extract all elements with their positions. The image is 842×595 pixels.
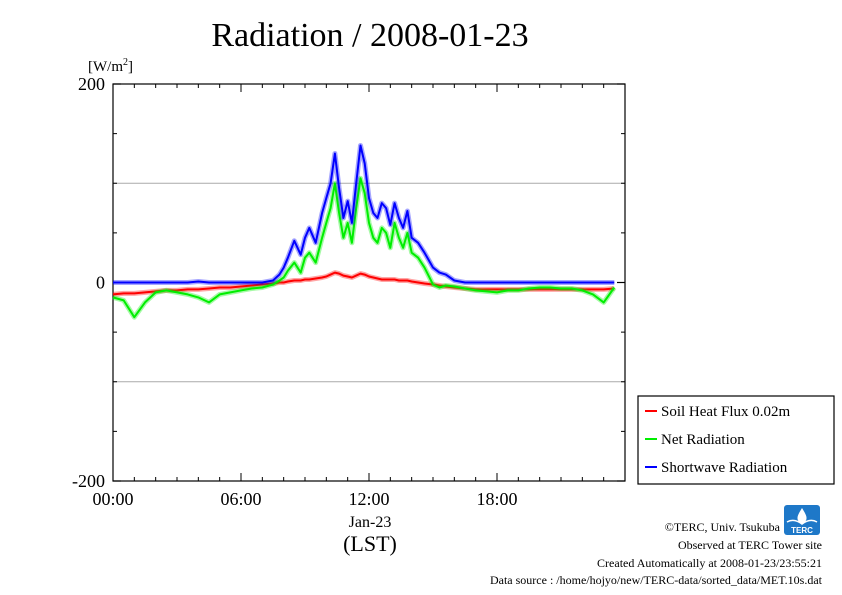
series-line-2 [113, 144, 615, 284]
x-tick-label: 18:00 [476, 489, 517, 509]
y-unit-label: [W/m2] [88, 57, 133, 75]
legend: Soil Heat Flux 0.02m Net Radiation Shortwa… [637, 395, 835, 485]
chart-title: Radiation / 2008-01-23 [211, 17, 528, 54]
series-halo-2 [113, 143, 615, 285]
terc-logo: TERC [784, 505, 820, 535]
y-unit-main: [W/m [88, 59, 123, 75]
logo-wave-icon [786, 519, 818, 525]
series-line-1 [112, 177, 616, 319]
logo-text: TERC [791, 526, 813, 535]
grid-lines [113, 182, 625, 383]
legend-label-2: Shortwave Radiation [661, 460, 788, 476]
credit-copyright: ©TERC, Univ. Tsukuba [665, 520, 781, 534]
y-unit-sup: 2 [123, 57, 128, 68]
logo-drop-icon [797, 508, 807, 524]
y-tick-label: -200 [72, 471, 105, 491]
y-tick-label: 200 [78, 74, 105, 94]
y-tick-label: 0 [96, 273, 105, 293]
x-tick-label: 00:00 [92, 489, 133, 509]
series-line-0 [112, 271, 615, 296]
x-date-label: Jan-23 [349, 514, 392, 531]
x-tick-label: 06:00 [220, 489, 261, 509]
credit-observed: Observed at TERC Tower site [678, 538, 822, 552]
y-axis: -200 0 200 [72, 74, 625, 491]
credit-source: Data source : /home/hojyo/new/TERC-data/… [490, 573, 823, 587]
series-lines [112, 143, 617, 320]
x-axis-label: (LST) [343, 531, 397, 556]
series-halo-1 [112, 175, 617, 320]
x-axis: 00:00 06:00 12:00 18:00 [92, 84, 626, 509]
x-tick-label: 12:00 [348, 489, 389, 509]
credit-created: Created Automatically at 2008-01-23/23:5… [597, 556, 822, 570]
legend-label-0: Soil Heat Flux 0.02m [661, 404, 791, 420]
legend-label-1: Net Radiation [661, 432, 745, 448]
y-unit-close: ] [128, 59, 133, 75]
legend-box [637, 395, 835, 485]
